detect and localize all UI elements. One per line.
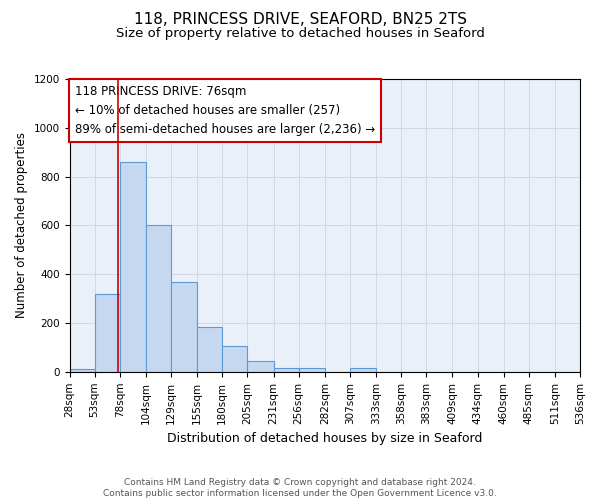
Y-axis label: Number of detached properties: Number of detached properties [15,132,28,318]
Bar [299,368,325,372]
Text: Contains HM Land Registry data © Crown copyright and database right 2024.
Contai: Contains HM Land Registry data © Crown c… [103,478,497,498]
Text: Size of property relative to detached houses in Seaford: Size of property relative to detached ho… [116,28,484,40]
Bar [350,368,376,372]
Bar [197,326,222,372]
Bar [95,294,120,372]
Bar [146,226,171,372]
Bar [247,361,274,372]
Text: 118, PRINCESS DRIVE, SEAFORD, BN25 2TS: 118, PRINCESS DRIVE, SEAFORD, BN25 2TS [133,12,467,28]
Bar [120,162,146,372]
Bar [222,346,247,372]
X-axis label: Distribution of detached houses by size in Seaford: Distribution of detached houses by size … [167,432,482,445]
Bar [274,368,299,372]
Text: 118 PRINCESS DRIVE: 76sqm
← 10% of detached houses are smaller (257)
89% of semi: 118 PRINCESS DRIVE: 76sqm ← 10% of detac… [74,85,375,136]
Bar [70,370,95,372]
Bar [171,282,197,372]
